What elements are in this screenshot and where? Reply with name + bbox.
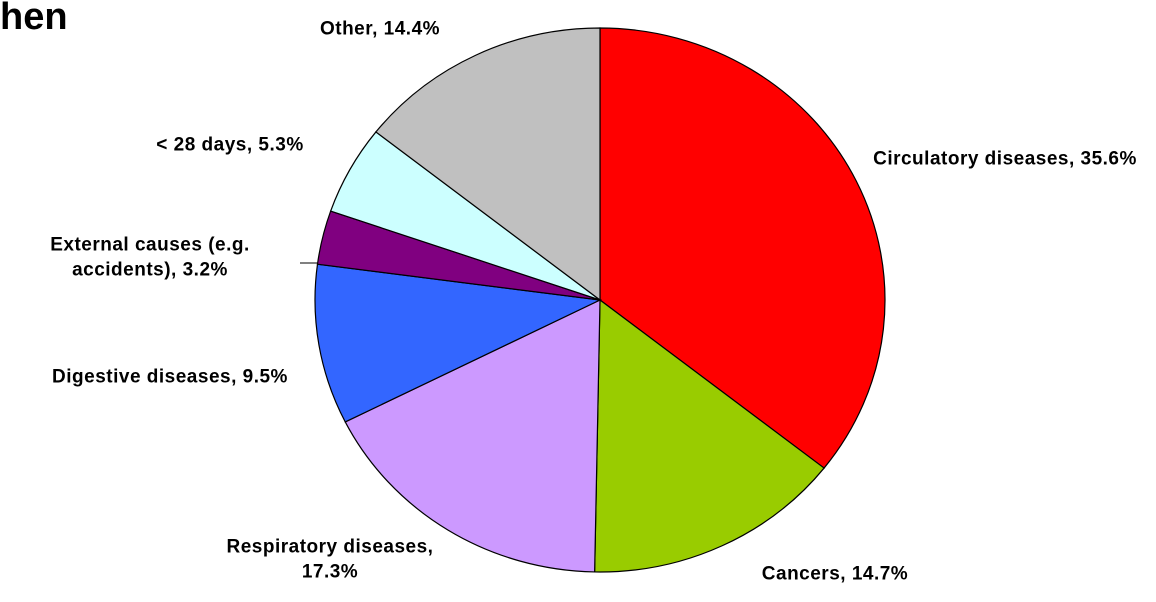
pie-slice (344, 299, 601, 573)
data-label: External causes (e.g. accidents), 3.2% (50, 234, 250, 280)
pie-slice (314, 263, 603, 423)
data-label: Other, 14.4% (319, 18, 441, 40)
chart-title: hen (0, 0, 68, 38)
pie-slice (375, 27, 601, 302)
data-label: Circulatory diseases, 35.6% (873, 148, 1137, 170)
pie-slice (594, 298, 825, 573)
data-label: Respiratory diseases, 17.3% (226, 536, 434, 582)
data-label: Cancers, 14.7% (761, 563, 909, 585)
pie-slice (599, 27, 886, 469)
data-label: < 28 days, 5.3% (156, 134, 304, 156)
data-label: Digestive diseases, 9.5% (52, 366, 288, 388)
